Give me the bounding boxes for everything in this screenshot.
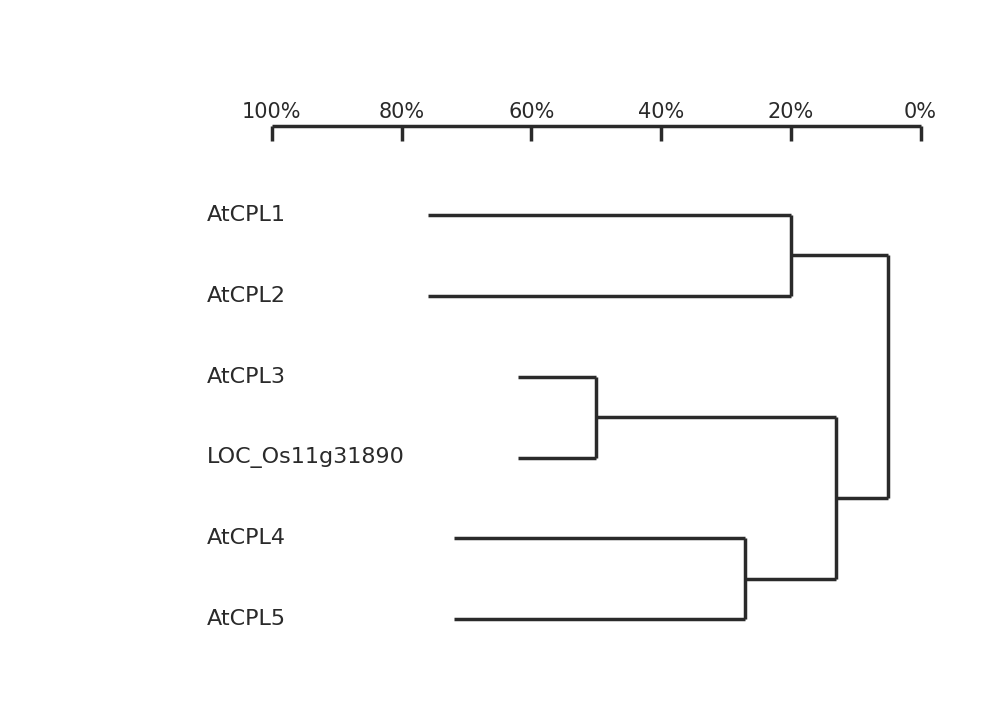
Text: AtCPL1: AtCPL1 [207,205,286,225]
Text: 40%: 40% [638,102,684,122]
Text: 0%: 0% [904,102,937,122]
Text: LOC_Os11g31890: LOC_Os11g31890 [207,447,405,468]
Text: 80%: 80% [379,102,425,122]
Text: AtCPL2: AtCPL2 [207,286,286,306]
Text: 60%: 60% [508,102,555,122]
Text: 20%: 20% [768,102,814,122]
Text: 100%: 100% [242,102,302,122]
Text: AtCPL5: AtCPL5 [207,609,286,629]
Text: AtCPL4: AtCPL4 [207,528,286,549]
Text: AtCPL3: AtCPL3 [207,366,286,387]
